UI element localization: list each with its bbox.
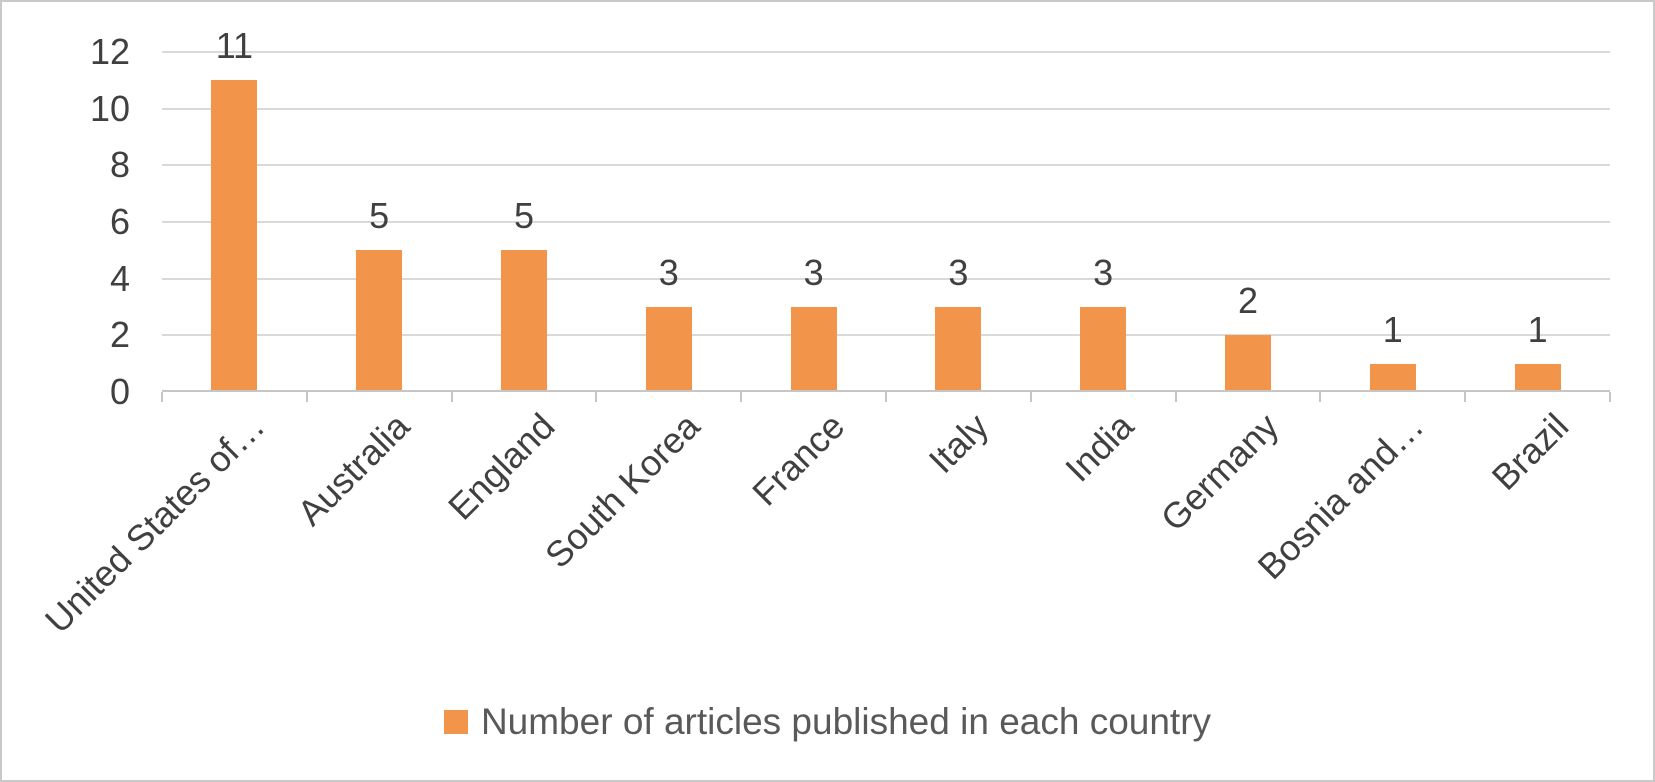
bar-value-label: 5 bbox=[369, 195, 390, 237]
bar bbox=[790, 307, 837, 392]
bar-value-label: 1 bbox=[1382, 308, 1403, 350]
bar-value-label: 11 bbox=[215, 25, 254, 67]
gridline bbox=[162, 164, 1610, 167]
x-axis-tick bbox=[1319, 392, 1322, 402]
bar-value-label: 2 bbox=[1237, 280, 1259, 322]
x-axis-tick bbox=[1174, 392, 1177, 402]
x-axis-category-label: Italy bbox=[921, 405, 997, 481]
bar-value-label: 3 bbox=[948, 252, 969, 293]
gridline bbox=[162, 334, 1610, 337]
y-axis-tick-label: 2 bbox=[109, 314, 130, 356]
bar bbox=[356, 250, 403, 392]
bar bbox=[645, 307, 692, 392]
plot-area: 11 5 5 3 3 3 3 2 1 1 bbox=[162, 28, 1610, 392]
x-axis-tick bbox=[305, 392, 308, 402]
gridline bbox=[162, 51, 1610, 53]
bar-value-label: 1 bbox=[1527, 308, 1548, 350]
bar-value-label: 5 bbox=[513, 195, 535, 237]
bar bbox=[211, 80, 258, 392]
y-axis-tick-label: 10 bbox=[89, 87, 130, 129]
x-axis-category-label: United States of… bbox=[37, 405, 273, 641]
gridline bbox=[162, 221, 1610, 223]
x-axis-tick bbox=[1464, 392, 1467, 402]
x-axis-category-label: France bbox=[743, 405, 852, 514]
x-axis-category-label: South Korea bbox=[536, 405, 708, 576]
y-axis-tick-label: 6 bbox=[109, 201, 130, 242]
y-axis-tick-label: 0 bbox=[109, 371, 130, 412]
x-axis-category-label: Australia bbox=[289, 405, 418, 534]
x-axis-line bbox=[162, 390, 1610, 392]
bar bbox=[1514, 363, 1561, 392]
legend: Number of articles published in each cou… bbox=[2, 701, 1653, 743]
y-axis-tick-label: 8 bbox=[109, 144, 130, 186]
gridline bbox=[162, 107, 1610, 110]
bar-value-label: 3 bbox=[803, 252, 824, 293]
bar-value-label: 3 bbox=[1093, 252, 1114, 293]
x-axis-tick bbox=[740, 392, 743, 402]
x-axis-category-label: Brazil bbox=[1483, 405, 1576, 498]
x-axis-tick bbox=[161, 392, 163, 402]
x-axis-tick bbox=[1609, 392, 1611, 402]
y-axis-tick-label: 4 bbox=[109, 257, 130, 299]
bar bbox=[1225, 335, 1271, 392]
y-axis-tick-label: 12 bbox=[89, 31, 130, 72]
x-axis-category-label: India bbox=[1057, 405, 1142, 490]
bar bbox=[501, 250, 547, 392]
bar bbox=[1080, 307, 1127, 392]
x-axis-category-label: England bbox=[439, 405, 563, 528]
legend-swatch bbox=[443, 710, 468, 735]
x-axis-tick bbox=[1029, 392, 1032, 402]
x-axis-tick bbox=[885, 392, 887, 402]
gridline bbox=[162, 277, 1610, 280]
x-axis-tick bbox=[450, 392, 453, 402]
x-axis-tick bbox=[595, 392, 598, 402]
x-axis-category-label: Germany bbox=[1152, 405, 1287, 539]
bar-value-label: 3 bbox=[658, 252, 679, 293]
bar bbox=[935, 307, 982, 392]
legend-label: Number of articles published in each cou… bbox=[480, 701, 1212, 742]
bar bbox=[1369, 363, 1416, 392]
